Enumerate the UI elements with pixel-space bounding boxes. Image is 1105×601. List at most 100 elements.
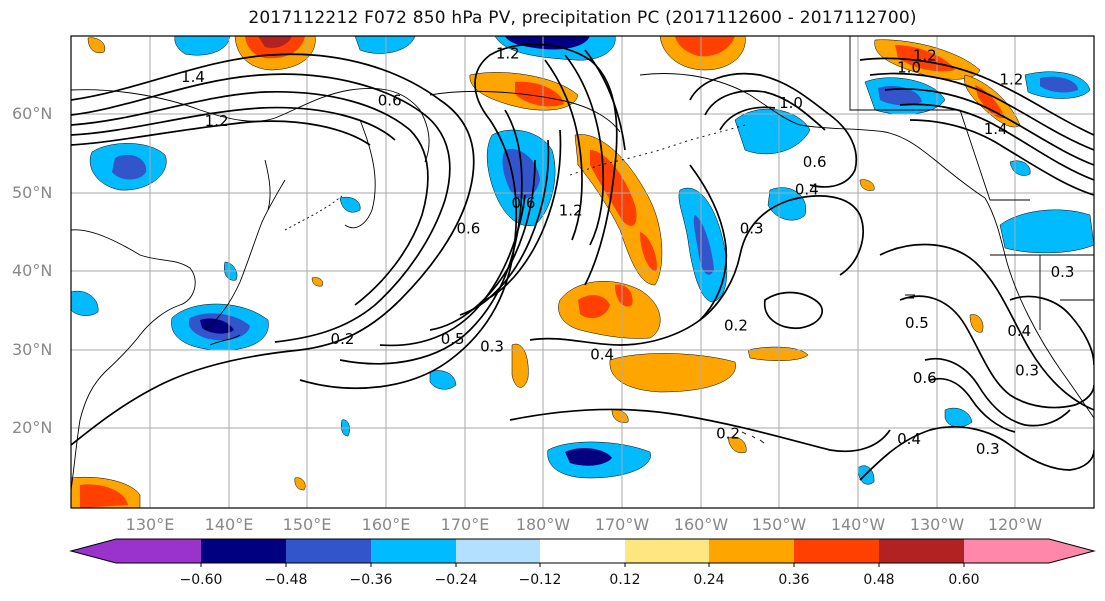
pv-contour	[1009, 295, 1094, 366]
contour-label: 1.2	[999, 70, 1023, 88]
neg-precip-core	[878, 85, 922, 106]
neg-precip-patch	[71, 290, 99, 316]
colorbar-swatch	[201, 539, 287, 563]
colorbar-tick-label: −0.48	[264, 572, 308, 588]
contour-label: 0.2	[331, 330, 355, 348]
colorbar-extend-high	[1049, 539, 1094, 563]
lon-label: 130°E	[125, 515, 175, 534]
colorbar-swatch	[116, 539, 202, 563]
pos-precip-patch	[859, 179, 875, 191]
contour-label: 1.0	[897, 58, 921, 76]
lat-label: 40°N	[12, 261, 53, 280]
colorbar-outline	[69, 538, 1096, 564]
sakhalin-coastline	[264, 159, 271, 211]
pv-contour	[719, 106, 776, 131]
contour-label: 0.2	[716, 424, 740, 442]
pv-contour	[429, 159, 536, 331]
colorbar-tick-label: 0.12	[609, 572, 641, 588]
lon-label: 150°W	[751, 515, 807, 534]
pv-contour	[689, 72, 858, 188]
pv-contour	[71, 53, 475, 446]
colorbar-tick-label: 0.48	[863, 572, 895, 588]
lat-label: 20°N	[12, 418, 53, 437]
contour-label: 0.6	[512, 194, 536, 212]
japan-coastline	[204, 179, 286, 331]
pv-contour	[584, 49, 626, 151]
pv-contour	[899, 103, 1094, 181]
pv-contour	[704, 90, 826, 131]
pos-precip-patch	[727, 436, 747, 454]
pv-contour	[879, 243, 1094, 411]
neg-precip-core	[1040, 76, 1078, 93]
pv-contour	[859, 426, 1094, 481]
pos-precip-core	[515, 81, 564, 107]
contour-label: 0.6	[456, 220, 480, 238]
pv-contour	[869, 72, 1094, 151]
neg-precip-patch	[767, 187, 807, 221]
lon-label: 140°W	[830, 515, 886, 534]
colorbar-swatch	[456, 539, 542, 563]
colorbar-extend-low	[71, 539, 116, 563]
colorbar-swatch	[625, 539, 711, 563]
japan-coastline	[209, 334, 241, 346]
contour-label: 0.4	[1007, 322, 1031, 340]
pos-precip-core	[80, 484, 128, 508]
contour-label: 0.6	[803, 153, 827, 171]
colorbar-tick-label: 0.60	[948, 572, 980, 588]
pv-contour	[71, 73, 451, 343]
colorbar-tick-label: −0.36	[349, 572, 393, 588]
colorbar-swatch	[794, 539, 880, 563]
lon-label: 130°W	[909, 515, 965, 534]
contour-labels: 1.4 1.2 1.2 0.6 1.2 0.6 0.6 0.5 0.3 0.2 0.4 0.3 0.6 0…	[181, 44, 1075, 458]
pos-precip-patch	[311, 277, 323, 287]
pos-precip-patch	[558, 281, 661, 339]
pv-contour	[899, 295, 1094, 409]
contour-label: 1.0	[779, 94, 803, 112]
colorbar-swatch	[964, 539, 1050, 563]
pv-contour	[544, 59, 583, 241]
neg-precip-core	[505, 36, 590, 50]
colorbar-tick-label: −0.60	[179, 572, 223, 588]
pv-contour	[689, 164, 728, 321]
pv-contour	[459, 139, 550, 316]
alaska-coastline	[639, 73, 986, 199]
pv-contour	[884, 88, 1094, 166]
contour-label: 0.6	[378, 92, 402, 110]
pos-precip-patch	[511, 343, 529, 388]
lon-label: 160°E	[361, 515, 411, 534]
chukotka-coastline	[429, 90, 621, 133]
neg-precip-patch	[999, 209, 1094, 254]
pv-contour	[564, 54, 605, 246]
pos-precip-core	[258, 36, 292, 48]
aleutian-islands	[569, 124, 746, 176]
colorbar-swatch	[879, 539, 965, 563]
pv-contour	[924, 357, 1071, 427]
colorbar-tick-label: −0.12	[518, 572, 562, 588]
contour-label: 0.3	[1051, 263, 1075, 281]
contour-label: 0.5	[905, 314, 929, 332]
contour-label: 0.3	[740, 220, 764, 238]
us-state-border	[1039, 255, 1094, 330]
contour-label: 0.5	[441, 330, 465, 348]
kuril-islands	[284, 195, 343, 231]
contour-label: 1.2	[559, 202, 583, 220]
lon-label: 180°W	[515, 515, 571, 534]
lon-label: 150°E	[282, 515, 332, 534]
contour-label: 0.6	[913, 369, 937, 387]
lat-label: 30°N	[12, 340, 53, 359]
neg-precip-patch	[734, 108, 811, 155]
lon-label: 120°W	[987, 515, 1043, 534]
pos-precip-core	[615, 284, 633, 307]
neg-precip-core	[693, 215, 714, 275]
neg-precip-patch	[354, 36, 416, 54]
lon-label: 140°E	[204, 515, 254, 534]
pv-contour	[859, 57, 1094, 136]
pos-precip-patch	[969, 314, 984, 333]
contour-label: 1.4	[984, 120, 1008, 138]
lon-label: 170°E	[440, 515, 490, 534]
colorbar-tick-label: 0.36	[778, 572, 810, 588]
pv-contour	[529, 195, 864, 346]
pv-contour	[71, 90, 429, 306]
pv-contour	[71, 120, 371, 146]
pv-contour	[509, 408, 891, 453]
